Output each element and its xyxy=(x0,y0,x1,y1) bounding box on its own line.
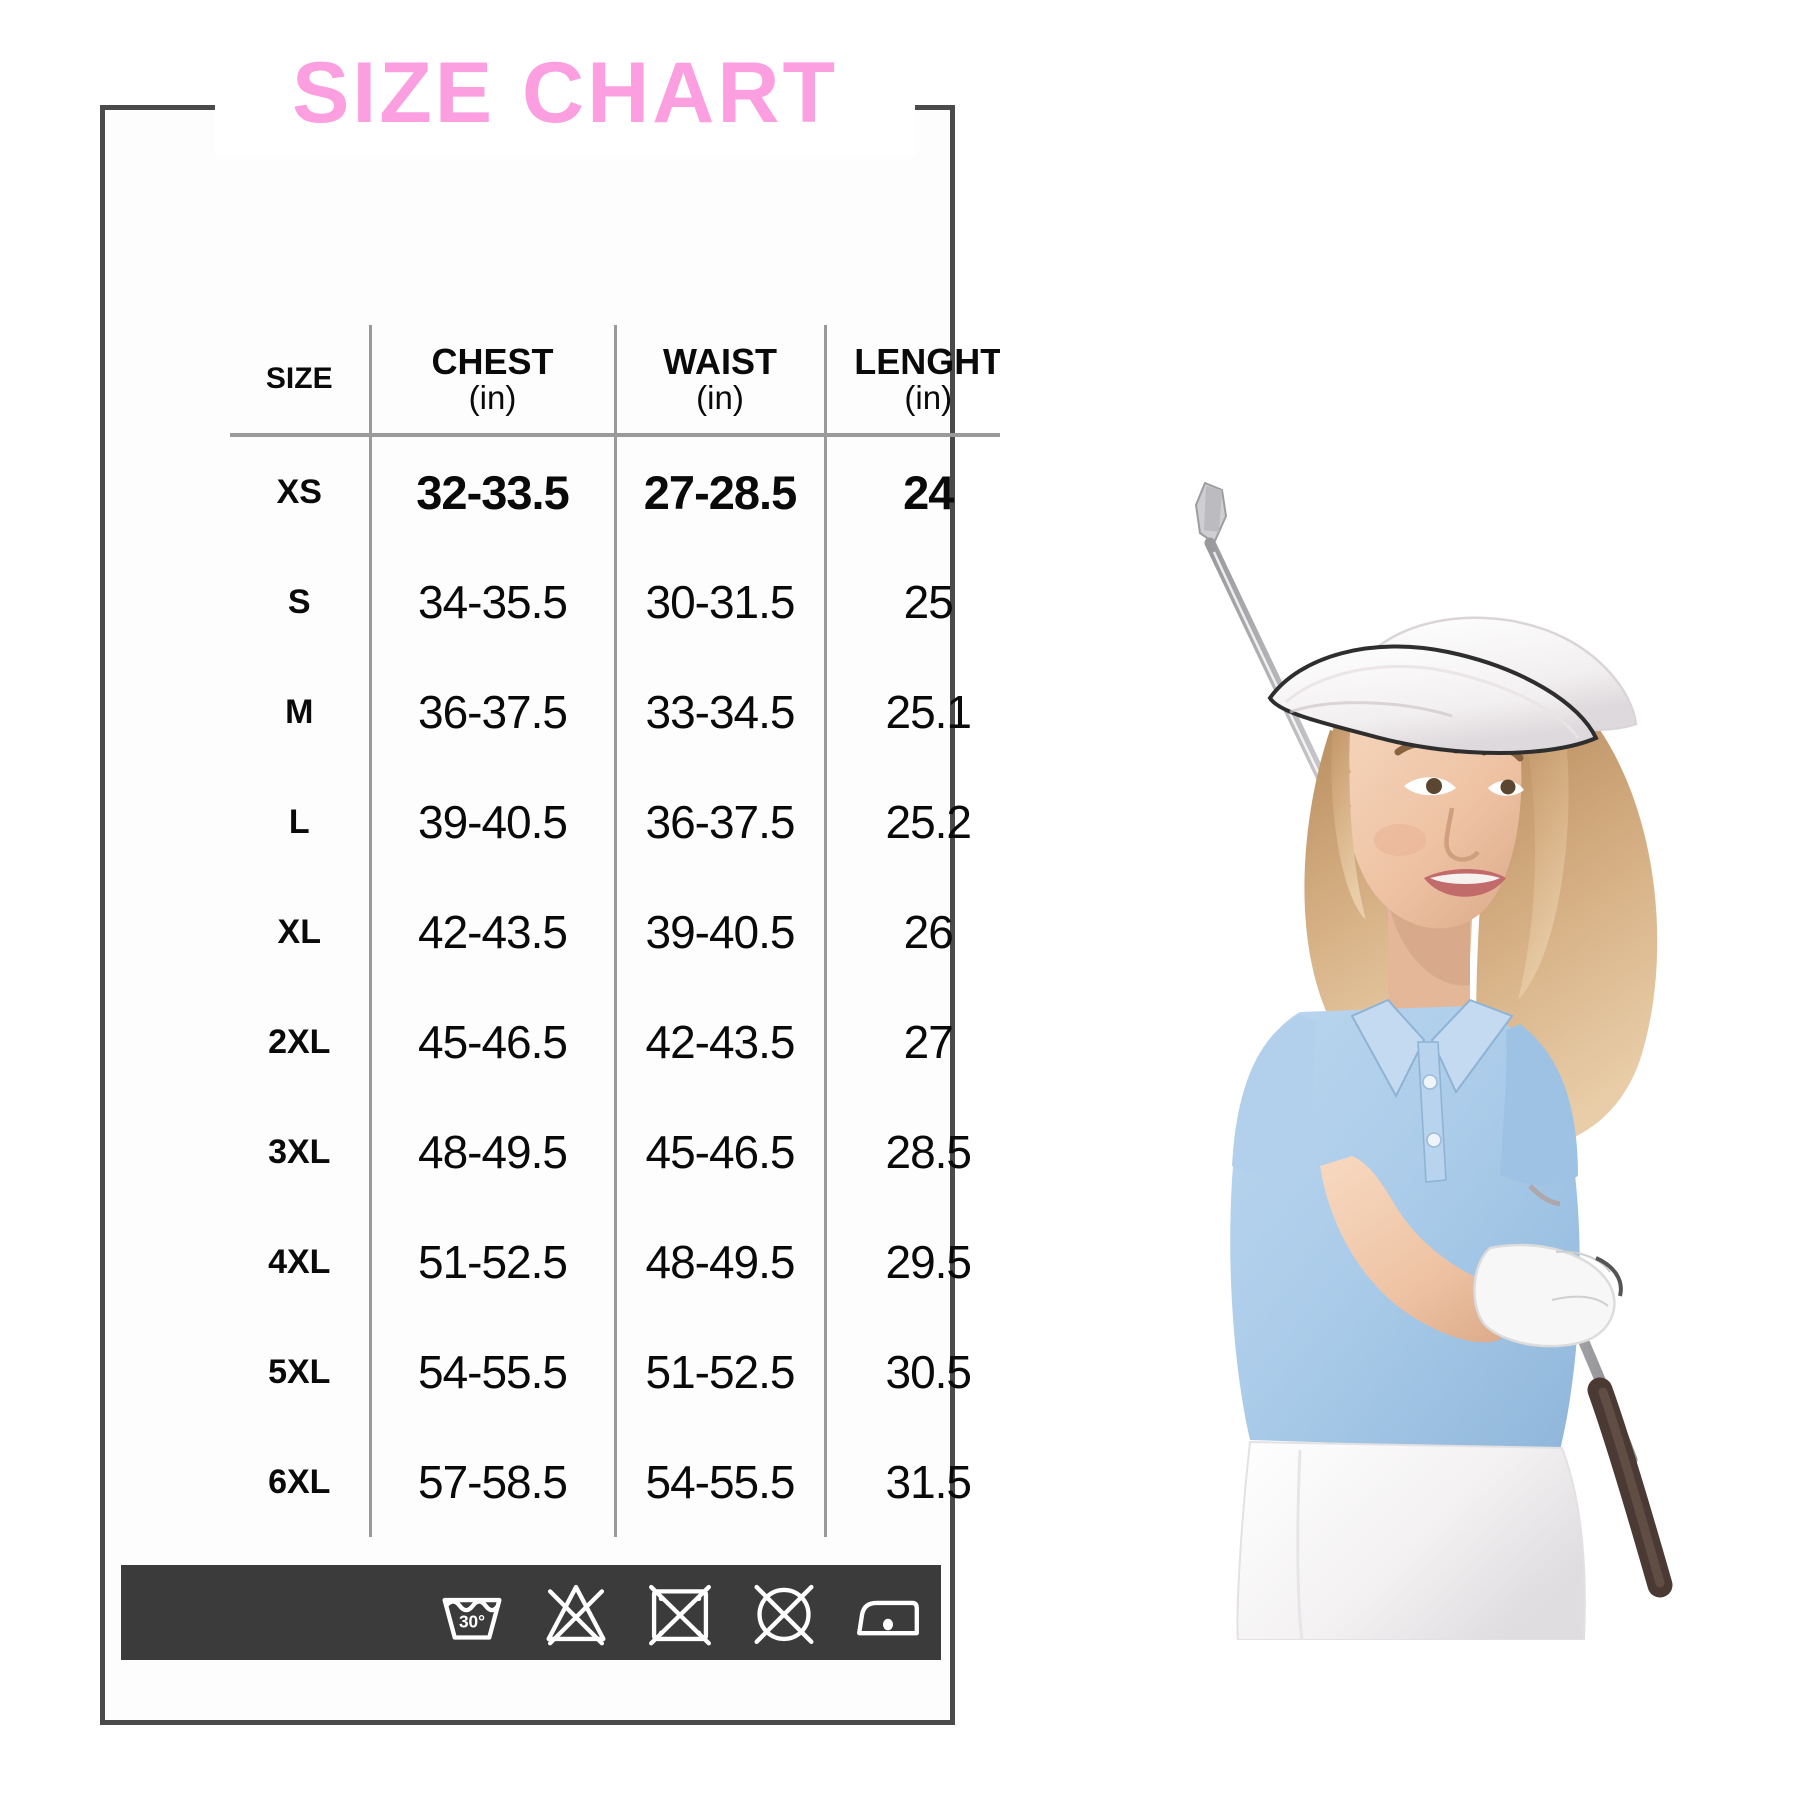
page-title: SIZE CHART xyxy=(292,45,838,141)
cell-size: 3XL xyxy=(268,1132,331,1171)
cell-length: 24 xyxy=(823,435,1030,547)
wash-temp-label: 30° xyxy=(459,1611,485,1631)
cell-size: M xyxy=(285,692,314,731)
cheek xyxy=(1374,824,1426,856)
cell-length: 29.5 xyxy=(823,1207,1030,1317)
cell-chest: 48-49.5 xyxy=(368,1097,615,1207)
table-row: 3XL 48-49.5 45-46.5 28.5 xyxy=(230,1097,1030,1207)
polo-sleeve-left xyxy=(1232,1014,1316,1177)
table-row: M 36-37.5 33-34.5 25.1 xyxy=(230,657,1030,767)
hair-strand-left xyxy=(1331,698,1366,920)
table-header-row: SIZE CHEST (in) WAIST (in) LENGHT (in) xyxy=(230,325,1030,437)
cell-chest: 34-35.5 xyxy=(368,547,615,657)
column-header-length-label: LENGHT xyxy=(854,340,1003,382)
cell-size: XS xyxy=(276,472,322,511)
cell-length: 28.5 xyxy=(823,1097,1030,1207)
do-not-tumble-dry-icon xyxy=(649,1584,711,1645)
cell-chest: 42-43.5 xyxy=(368,877,615,987)
cell-waist: 48-49.5 xyxy=(613,1207,825,1317)
do-not-bleach-icon xyxy=(546,1584,606,1645)
skirt xyxy=(1236,1440,1586,1640)
cell-length: 31.5 xyxy=(823,1427,1030,1537)
teeth xyxy=(1430,873,1500,884)
cell-waist: 39-40.5 xyxy=(613,877,825,987)
table-header: SIZE CHEST (in) WAIST (in) LENGHT (in) xyxy=(230,325,1030,437)
wash-30-icon: 30° xyxy=(442,1597,502,1640)
hair-strand-right xyxy=(1518,708,1569,1000)
title-border-notch xyxy=(215,78,915,156)
table-row: 4XL 51-52.5 48-49.5 29.5 xyxy=(230,1207,1030,1317)
iron-low-icon xyxy=(857,1600,919,1635)
cell-chest: 36-37.5 xyxy=(368,657,615,767)
cell-size: 4XL xyxy=(268,1242,331,1281)
cell-waist: 27-28.5 xyxy=(613,435,825,547)
cell-waist: 42-43.5 xyxy=(613,987,825,1097)
visor-underside-shadow xyxy=(1289,701,1453,718)
cell-size: 2XL xyxy=(268,1022,331,1061)
column-header-waist: WAIST (in) xyxy=(613,325,825,437)
column-header-length-unit: (in) xyxy=(904,378,953,416)
polo-button-bottom xyxy=(1426,1132,1442,1148)
column-header-chest-label: CHEST xyxy=(431,340,554,382)
polo-button-top xyxy=(1422,1074,1438,1090)
product-photo-canvas xyxy=(1000,300,1760,1640)
cell-chest: 57-58.5 xyxy=(368,1427,615,1537)
column-header-chest-unit: (in) xyxy=(468,378,517,416)
table-row: L 39-40.5 36-37.5 25.2 xyxy=(230,767,1030,877)
column-header-waist-label: WAIST xyxy=(663,340,777,382)
nose xyxy=(1444,807,1480,862)
cell-waist: 36-37.5 xyxy=(613,767,825,877)
size-chart-table: SIZE CHEST (in) WAIST (in) LENGHT (in) X… xyxy=(230,325,1030,1537)
do-not-dry-clean-icon xyxy=(754,1584,814,1644)
column-header-chest: CHEST (in) xyxy=(368,325,615,437)
cell-length: 25.1 xyxy=(823,657,1030,767)
skirt-fold xyxy=(1296,1449,1304,1640)
cell-waist: 51-52.5 xyxy=(613,1317,825,1427)
cell-size: 5XL xyxy=(268,1352,331,1391)
cell-length: 27 xyxy=(823,987,1030,1097)
cell-length: 26 xyxy=(823,877,1030,987)
table-row: XS 32-33.5 27-28.5 24 xyxy=(230,435,1030,547)
cell-chest: 45-46.5 xyxy=(368,987,615,1097)
polo-collar-right xyxy=(1430,998,1514,1094)
product-photo xyxy=(1000,300,1760,1640)
tattoo xyxy=(1528,1184,1561,1207)
cell-length: 25.2 xyxy=(823,767,1030,877)
cell-size: XL xyxy=(277,912,321,951)
size-chart-panel: SIZE CHEST (in) WAIST (in) LENGHT (in) X… xyxy=(100,105,1030,1725)
cell-chest: 32-33.5 xyxy=(368,435,615,547)
table-body: XS 32-33.5 27-28.5 24 S 34-35.5 30-31.5 25 M 36-3… xyxy=(230,435,1030,1537)
table-row: 2XL 45-46.5 42-43.5 27 xyxy=(230,987,1030,1097)
table-row: 5XL 54-55.5 51-52.5 30.5 xyxy=(230,1317,1030,1427)
column-header-length: LENGHT (in) xyxy=(823,325,1030,437)
polo-collar-left xyxy=(1350,998,1426,1099)
golf-glove xyxy=(1473,1243,1623,1348)
table-row: 6XL 57-58.5 54-55.5 31.5 xyxy=(230,1427,1030,1537)
cell-length: 30.5 xyxy=(823,1317,1030,1427)
visor-brim xyxy=(1267,644,1599,755)
column-header-waist-unit: (in) xyxy=(696,378,744,416)
cell-waist: 30-31.5 xyxy=(613,547,825,657)
table-row: S 34-35.5 30-31.5 25 xyxy=(230,547,1030,657)
cell-chest: 39-40.5 xyxy=(368,767,615,877)
cell-size: 6XL xyxy=(268,1462,331,1501)
golf-club xyxy=(1194,481,1673,1598)
arm-lower xyxy=(1320,1156,1512,1343)
cell-waist: 45-46.5 xyxy=(613,1097,825,1207)
polo-sleeve-right xyxy=(1500,1024,1578,1185)
cell-chest: 54-55.5 xyxy=(368,1317,615,1427)
column-header-size: SIZE xyxy=(230,325,370,437)
cell-length: 25 xyxy=(823,547,1030,657)
cell-waist: 54-55.5 xyxy=(613,1427,825,1537)
visor-cap xyxy=(1267,616,1638,755)
cell-size: S xyxy=(287,582,311,621)
cell-waist: 33-34.5 xyxy=(613,657,825,767)
cell-chest: 51-52.5 xyxy=(368,1207,615,1317)
table-row: XL 42-43.5 39-40.5 26 xyxy=(230,877,1030,987)
care-symbols-strip: 30° xyxy=(121,1565,941,1660)
column-header-size-label: SIZE xyxy=(265,362,333,396)
cell-size: L xyxy=(288,802,310,841)
